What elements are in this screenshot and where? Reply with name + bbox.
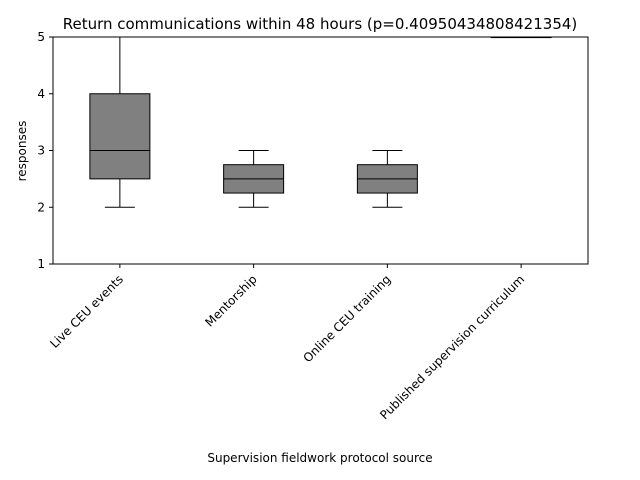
chart-title: Return communications within 48 hours (p… bbox=[63, 15, 578, 33]
box-group-2 bbox=[223, 150, 285, 208]
box-group-1 bbox=[89, 36, 151, 208]
x-tick-label: Online CEU training bbox=[300, 272, 393, 365]
plot-area bbox=[89, 36, 552, 208]
y-tick-label: 2 bbox=[37, 200, 45, 214]
x-axis: Live CEU events Mentorship Online CEU trai… bbox=[47, 264, 527, 422]
y-tick-label: 5 bbox=[37, 30, 45, 44]
y-tick-label: 1 bbox=[37, 257, 45, 271]
box-iqr bbox=[89, 93, 151, 180]
y-tick-label: 3 bbox=[37, 144, 45, 158]
x-axis-label: Supervision fieldwork protocol source bbox=[207, 451, 432, 465]
y-axis: 1 2 3 4 5 bbox=[37, 30, 53, 271]
x-tick-label: Mentorship bbox=[202, 272, 259, 329]
box-group-3 bbox=[356, 150, 418, 208]
y-tick-label: 4 bbox=[37, 87, 45, 101]
x-tick-label: Live CEU events bbox=[47, 272, 126, 351]
y-axis-label: responses bbox=[15, 121, 29, 182]
x-tick-label: Published supervision curriculum bbox=[377, 272, 527, 422]
